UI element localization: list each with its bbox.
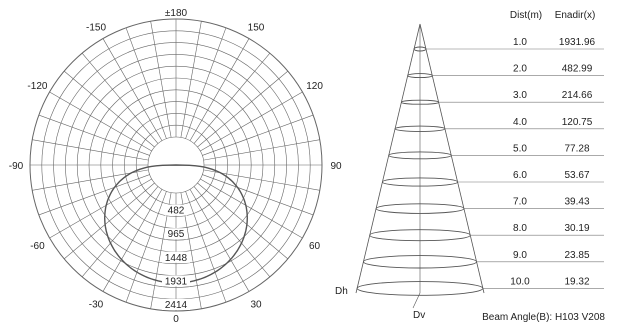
illuminance-value: 482.99	[562, 64, 593, 75]
angle-label: 60	[309, 241, 321, 252]
ring-label-bg	[162, 251, 190, 263]
bottom-angle-label: 0	[173, 314, 179, 325]
polar-spoke	[125, 191, 167, 303]
illuminance-value: 39.43	[564, 197, 589, 208]
ring-label-bg	[165, 228, 187, 240]
polar-spoke	[200, 91, 303, 152]
distance-value: 7.0	[513, 197, 527, 208]
polar-spoke	[197, 70, 289, 148]
dh-label: Dh	[335, 286, 348, 297]
polar-spoke	[102, 189, 163, 292]
polar-spoke	[125, 27, 167, 139]
distance-value: 5.0	[513, 143, 527, 154]
ring-label-bg	[162, 299, 190, 310]
angle-label: -150	[86, 22, 106, 33]
ring-value-label: 482	[168, 206, 185, 217]
angle-label: -90	[9, 161, 24, 172]
illuminance-value: 23.85	[564, 250, 589, 261]
cone-slice	[394, 125, 446, 132]
polar-spoke	[102, 38, 163, 141]
illuminance-cone: Dist(m) Enadir(x) 1.0 1931.96 2.0 482.99 3.0…	[335, 10, 605, 323]
ring-value-label: 1931	[165, 276, 188, 287]
cone-edge-right	[419, 23, 485, 294]
angle-label: -30	[89, 300, 104, 311]
polar-spoke	[200, 178, 303, 239]
polar-spoke	[193, 52, 271, 144]
ring-label-bg	[162, 275, 190, 287]
angle-label: 90	[330, 161, 342, 172]
enadir-header: Enadir(x)	[555, 10, 596, 21]
cone-slice	[362, 255, 478, 269]
polar-spoke	[32, 169, 149, 191]
distance-value: 1.0	[513, 37, 527, 48]
polar-spoke	[49, 91, 152, 152]
polar-spoke	[193, 186, 271, 278]
polar-spoke	[81, 186, 159, 278]
illuminance-value: 77.28	[564, 143, 589, 154]
polar-spoke	[63, 70, 155, 148]
ring-value-label: 965	[168, 229, 185, 240]
illuminance-value: 30.19	[564, 223, 589, 234]
polar-intensity-chart: 482 965 1448 1931 2414 ±180 0 -150 -120 -90 -60…	[9, 8, 342, 325]
ring-label-bg	[165, 204, 187, 216]
angle-labels: -150 -120 -90 -60 -30 150 120 90 60 30	[9, 22, 342, 310]
polar-spoke	[202, 114, 314, 156]
distance-value: 3.0	[513, 90, 527, 101]
ring-value-label: 2414	[165, 300, 188, 311]
polar-spoke	[197, 182, 289, 260]
angle-label: -60	[30, 241, 45, 252]
polar-spoke	[185, 27, 227, 139]
top-angle-label: ±180	[165, 8, 188, 19]
angle-label: 30	[250, 300, 262, 311]
illuminance-value: 120.75	[562, 117, 593, 128]
polar-spoke	[38, 174, 150, 216]
ring-value-label: 1448	[165, 253, 188, 264]
angle-label: 120	[306, 81, 323, 92]
illuminance-value: 53.67	[564, 170, 589, 181]
distance-value: 9.0	[513, 250, 527, 261]
distance-value: 10.0	[510, 276, 530, 287]
polar-spoke	[203, 169, 320, 191]
cone-edge-left	[355, 23, 421, 294]
polar-spoke	[38, 114, 150, 156]
cone-slice	[413, 46, 427, 52]
dv-label: Dv	[413, 310, 425, 321]
polar-spoke	[185, 191, 227, 303]
distance-value: 8.0	[513, 223, 527, 234]
cone-body: 1.0 1931.96 2.0 482.99 3.0 214.66 4.0 120.75 5.0…	[355, 23, 604, 309]
beam-angle-label: Beam Angle(B): H103 V208	[482, 312, 605, 323]
polar-spoke	[81, 52, 159, 144]
illuminance-value: 214.66	[562, 90, 593, 101]
polar-spoke	[32, 139, 149, 161]
distance-value: 4.0	[513, 117, 527, 128]
distance-value: 6.0	[513, 170, 527, 181]
polar-spoke	[49, 178, 152, 239]
ring-value-labels: 482 965 1448 1931 2414	[162, 204, 190, 311]
polar-spoke	[202, 174, 314, 216]
illuminance-value: 1931.96	[559, 37, 596, 48]
polar-spoke	[63, 182, 155, 260]
illuminance-value: 19.32	[564, 276, 589, 287]
polar-spoke	[189, 38, 250, 141]
angle-label: 150	[248, 22, 265, 33]
polar-spoke	[189, 189, 250, 292]
distance-value: 2.0	[513, 64, 527, 75]
polar-spoke	[150, 21, 172, 138]
angle-label: -120	[27, 81, 47, 92]
dist-header: Dist(m)	[510, 10, 542, 21]
polar-spoke	[180, 21, 202, 138]
polar-spoke	[203, 139, 320, 161]
